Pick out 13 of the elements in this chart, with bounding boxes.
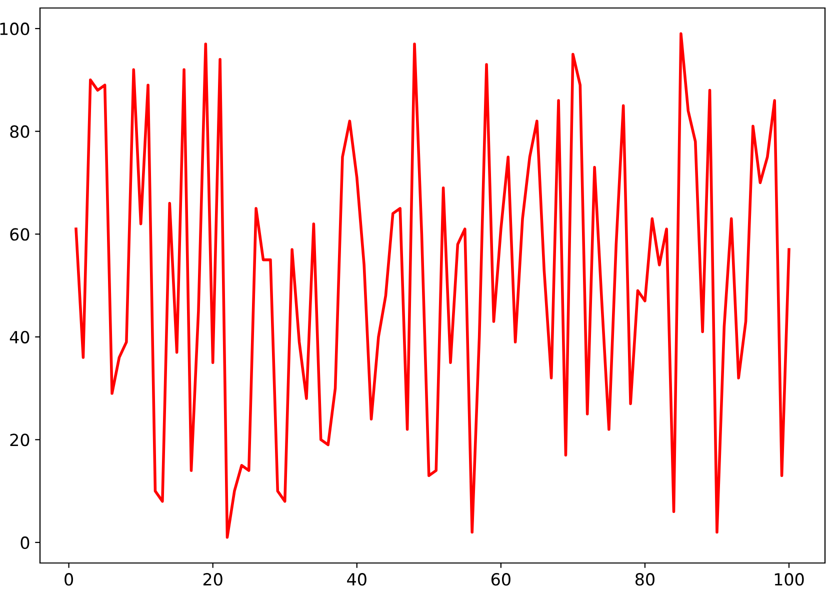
y-tick-label: 20 bbox=[10, 434, 30, 446]
x-tick-label: 0 bbox=[64, 573, 74, 586]
y-tick-label: 80 bbox=[10, 125, 30, 138]
x-tick-label: 100 bbox=[774, 573, 804, 586]
y-tick-label: 0 bbox=[20, 536, 30, 550]
x-tick-label: 80 bbox=[635, 573, 654, 586]
x-tick-label: 40 bbox=[347, 573, 366, 586]
y-tick-label: 40 bbox=[10, 330, 30, 344]
x-tick-label: 20 bbox=[203, 573, 222, 586]
x-tick-label: 60 bbox=[491, 573, 510, 586]
y-tick-label: 100 bbox=[0, 22, 30, 36]
y-tick-label: 60 bbox=[10, 228, 30, 241]
line-series bbox=[74, 32, 790, 539]
